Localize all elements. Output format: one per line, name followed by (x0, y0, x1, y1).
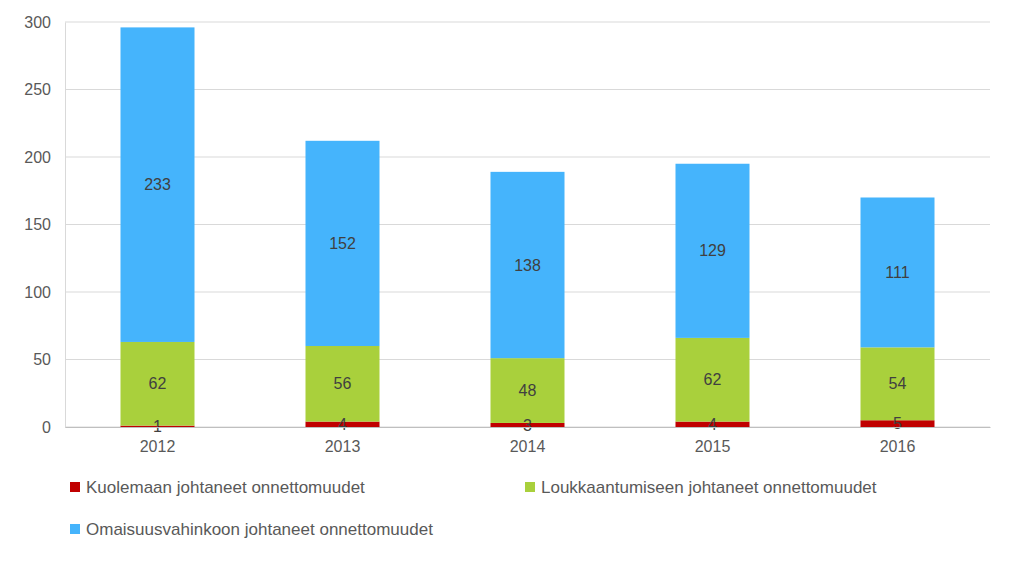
data-label: 4 (708, 416, 717, 433)
y-tick-label: 300 (24, 14, 51, 31)
legend: Kuolemaan johtaneet onnettomuudet Loukkaa… (70, 478, 877, 539)
x-axis: 2012 2013 2014 2015 2016 (66, 427, 991, 455)
y-tick-label: 150 (24, 216, 51, 233)
y-axis: 0 50 100 150 200 250 300 (24, 14, 65, 436)
data-label: 54 (889, 375, 907, 392)
y-tick-label: 100 (24, 284, 51, 301)
data-label: 1 (153, 418, 162, 435)
legend-item: Omaisuusvahinkoon johtaneet onnettomuude… (70, 520, 433, 539)
y-tick-label: 250 (24, 81, 51, 98)
data-label: 233 (144, 176, 171, 193)
y-tick: 50 (33, 351, 65, 368)
data-label: 62 (704, 371, 722, 388)
bar-segment (491, 172, 565, 358)
data-label: 56 (334, 375, 352, 392)
bar-segment (121, 27, 195, 342)
chart: 0501001502002503001434562564862542331521… (0, 0, 1013, 564)
x-tick-label: 2013 (325, 438, 361, 455)
y-tick: 150 (24, 216, 65, 233)
data-labels: 1 4 3 4 5 62 56 48 62 54 233 152 138 129 111 (144, 176, 910, 435)
y-tick-label: 50 (33, 351, 51, 368)
bar-segment (491, 358, 565, 423)
grid-line (65, 89, 990, 90)
bar-segment (861, 347, 935, 420)
legend-label: Loukkaantumiseen johtaneet onnettomuudet (541, 478, 877, 497)
y-tick-label: 200 (24, 149, 51, 166)
y-tick-label: 0 (42, 419, 51, 436)
y-tick: 250 (24, 81, 65, 98)
data-label: 129 (699, 242, 726, 259)
x-tick: 2013 (325, 427, 361, 455)
x-axis-line (66, 427, 991, 428)
legend-item: Kuolemaan johtaneet onnettomuudet (70, 478, 365, 497)
x-tick: 2012 (140, 427, 176, 455)
grid-line (65, 157, 990, 158)
grid (65, 22, 990, 427)
y-tick: 300 (24, 14, 65, 31)
x-tick: 2014 (510, 427, 546, 455)
x-tick-label: 2016 (880, 438, 916, 455)
data-label: 62 (149, 375, 167, 392)
legend-swatch (70, 482, 80, 492)
data-label: 111 (885, 264, 909, 281)
y-tick: 100 (24, 284, 65, 301)
legend-swatch (525, 482, 535, 492)
x-tick-label: 2014 (510, 438, 546, 455)
legend-item: Loukkaantumiseen johtaneet onnettomuudet (525, 478, 877, 497)
legend-swatch (70, 524, 80, 534)
data-label: 152 (329, 235, 356, 252)
x-tick-label: 2015 (695, 438, 731, 455)
data-label: 4 (338, 416, 347, 433)
data-label: 48 (519, 382, 537, 399)
bar-segment (121, 342, 195, 426)
bar-segment (306, 141, 380, 346)
data-label: 5 (893, 415, 902, 432)
legend-label: Kuolemaan johtaneet onnettomuudet (86, 478, 365, 497)
bars (121, 27, 935, 427)
y-axis-line (65, 23, 66, 428)
bar-segment (676, 338, 750, 422)
x-tick-label: 2012 (140, 438, 176, 455)
y-tick: 0 (42, 419, 65, 436)
bar-segment (861, 198, 935, 348)
x-tick: 2016 (880, 427, 916, 455)
bar-segment (306, 346, 380, 422)
grid-line (65, 22, 990, 23)
plot: 0501001502002503001434562564862542331521… (24, 14, 990, 456)
bar-segment (676, 164, 750, 338)
y-tick: 200 (24, 149, 65, 166)
x-tick: 2015 (695, 427, 731, 455)
legend-label: Omaisuusvahinkoon johtaneet onnettomuude… (86, 520, 433, 539)
data-label: 3 (523, 417, 532, 434)
data-label: 138 (514, 257, 541, 274)
